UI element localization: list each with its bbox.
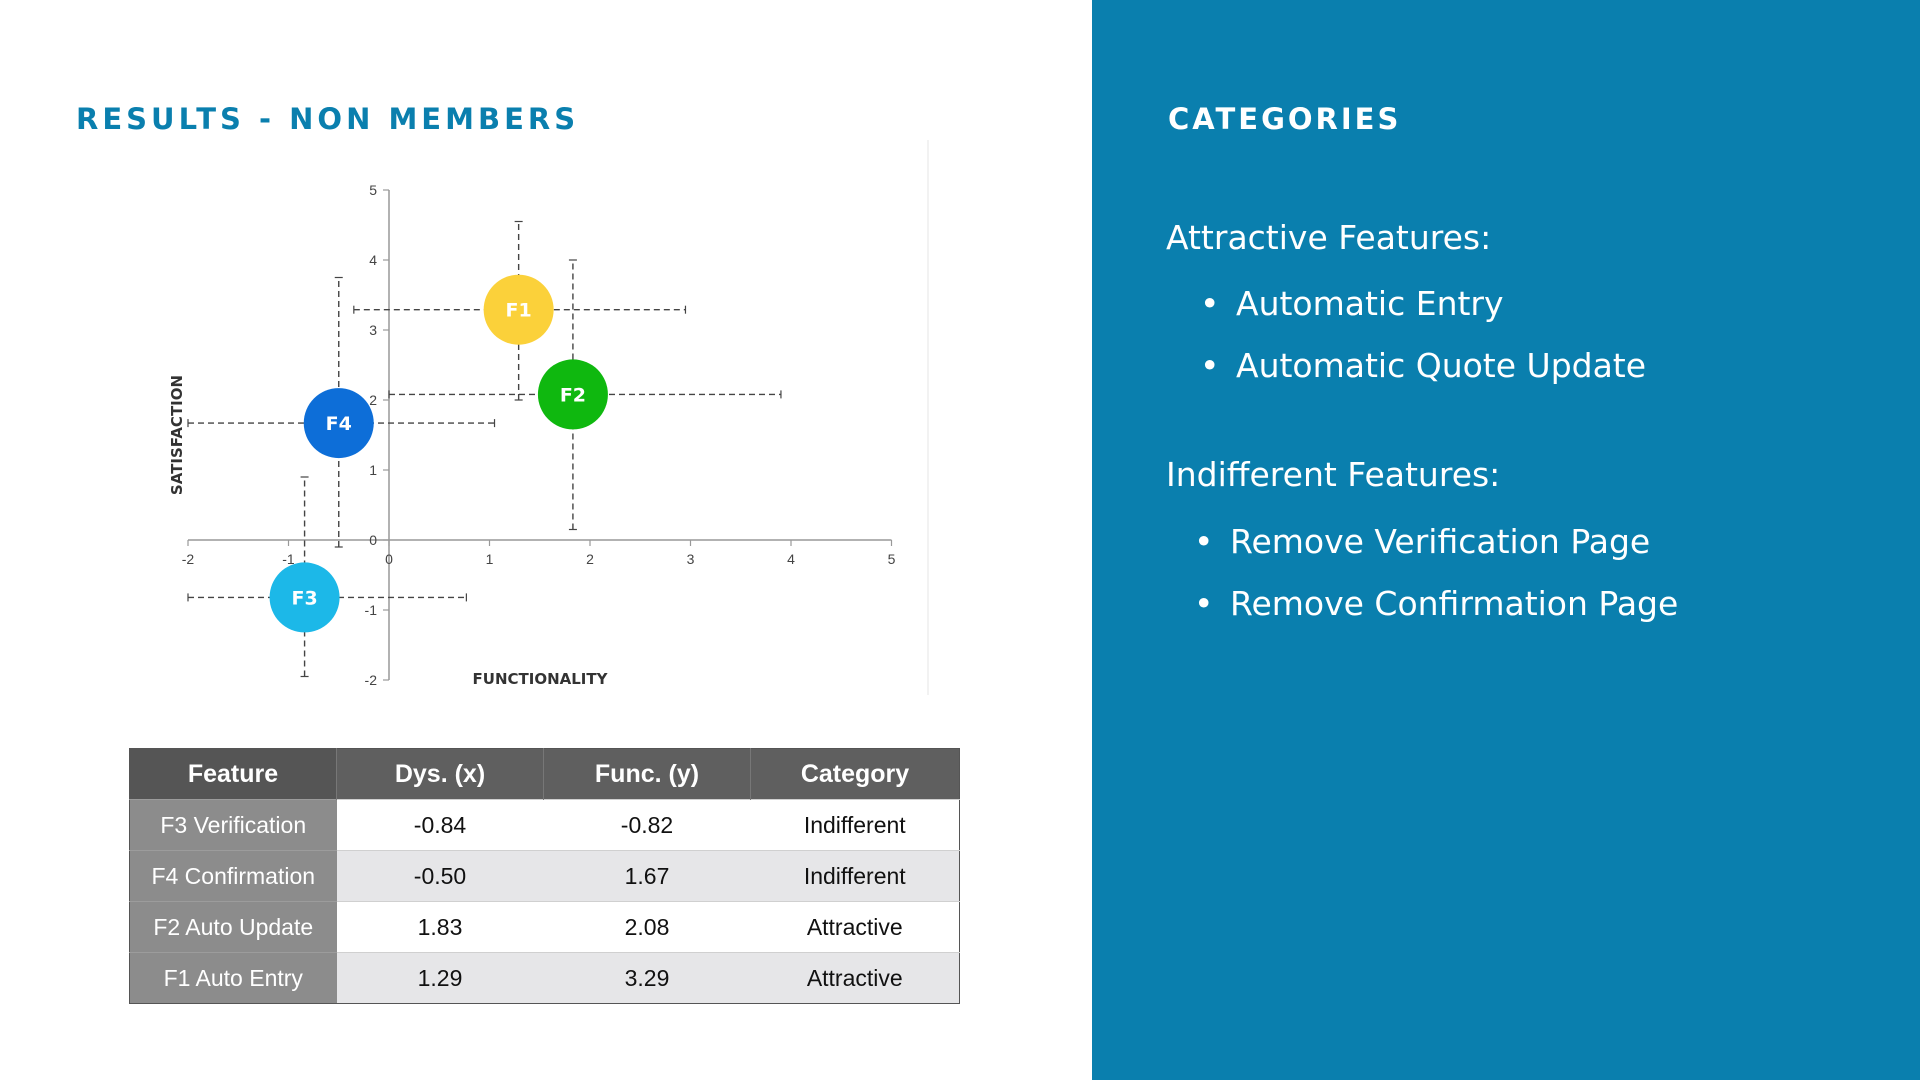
data-point-label: F1 xyxy=(506,300,532,322)
feature-cell: F4 Confirmation xyxy=(129,850,337,902)
y-axis-label: SATISFACTION xyxy=(168,375,186,495)
table-row: F2 Auto Update 1.83 2.08 Attractive xyxy=(129,901,960,953)
x-axis-label: FUNCTIONALITY xyxy=(473,670,609,688)
results-table: Feature Dys. (x) Func. (y) Category F3 V… xyxy=(129,748,960,1004)
data-point-f1 xyxy=(483,274,554,345)
category-cell: Attractive xyxy=(750,952,960,1004)
func-cell: 3.29 xyxy=(543,952,751,1004)
y-tick-label: 2 xyxy=(369,392,377,408)
attractive-heading: Attractive Features: xyxy=(1166,218,1492,257)
category-cell: Indifferent xyxy=(750,850,960,902)
chart-svg: -2 -1 0 1 2 3 4 5 -2 -1 0 1 2 3 4 5 F1 F2 F4 F3 FUNCTIONAL… xyxy=(168,140,929,695)
header-feature: Feature xyxy=(129,748,337,800)
data-point-label: F4 xyxy=(326,413,352,435)
axes-layer: -2 -1 0 1 2 3 4 5 -2 -1 0 1 2 3 4 5 xyxy=(182,182,896,688)
x-tick-label: 3 xyxy=(687,551,695,567)
x-tick-label: 1 xyxy=(486,551,494,567)
indifferent-heading: Indifferent Features: xyxy=(1166,455,1501,494)
dys-cell: -0.50 xyxy=(336,850,544,902)
y-tick-label: -1 xyxy=(365,602,378,618)
y-tick-label: 4 xyxy=(369,252,377,268)
data-point-label: F3 xyxy=(291,587,317,609)
func-cell: 1.67 xyxy=(543,850,751,902)
table-header-row: Feature Dys. (x) Func. (y) Category xyxy=(129,748,960,800)
list-item: • Automatic Quote Update xyxy=(1200,346,1646,385)
header-category: Category xyxy=(750,748,960,800)
x-tick-label: 4 xyxy=(787,551,795,567)
x-tick-label: 2 xyxy=(586,551,594,567)
y-tick-label: 3 xyxy=(369,322,377,338)
results-title: RESULTS - NON MEMBERS xyxy=(76,102,580,136)
x-tick-label: -2 xyxy=(182,551,195,567)
list-item: • Remove Confirmation Page xyxy=(1194,584,1678,623)
category-cell: Attractive xyxy=(750,901,960,953)
dys-cell: 1.29 xyxy=(336,952,544,1004)
scatter-chart: -2 -1 0 1 2 3 4 5 -2 -1 0 1 2 3 4 5 F1 F2 F4 F3 FUNCTIONAL… xyxy=(160,140,940,700)
category-cell: Indifferent xyxy=(750,799,960,851)
header-func: Func. (y) xyxy=(543,748,751,800)
points-layer: F1 F2 F4 F3 xyxy=(269,274,608,633)
bullet-icon: • xyxy=(1200,346,1220,385)
x-tick-label: 0 xyxy=(385,551,393,567)
list-item-label: Automatic Entry xyxy=(1236,284,1504,323)
bullet-icon: • xyxy=(1200,284,1220,323)
list-item-label: Remove Confirmation Page xyxy=(1230,584,1679,623)
func-cell: -0.82 xyxy=(543,799,751,851)
func-cell: 2.08 xyxy=(543,901,751,953)
data-point-f4 xyxy=(303,388,374,459)
y-tick-label: 1 xyxy=(369,462,377,478)
list-item-label: Automatic Quote Update xyxy=(1236,346,1647,385)
bullet-icon: • xyxy=(1194,584,1214,623)
header-dys: Dys. (x) xyxy=(336,748,544,800)
table-row: F4 Confirmation -0.50 1.67 Indifferent xyxy=(129,850,960,902)
table-row: F3 Verification -0.84 -0.82 Indifferent xyxy=(129,799,960,851)
table-row: F1 Auto Entry 1.29 3.29 Attractive xyxy=(129,952,960,1004)
list-item: • Automatic Entry xyxy=(1200,284,1504,323)
y-tick-label: 0 xyxy=(369,532,377,548)
list-item-label: Remove Verification Page xyxy=(1230,522,1651,561)
feature-cell: F2 Auto Update xyxy=(129,901,337,953)
dys-cell: 1.83 xyxy=(336,901,544,953)
data-point-f2 xyxy=(537,359,608,430)
y-tick-label: 5 xyxy=(369,182,377,198)
data-point-label: F2 xyxy=(560,384,586,406)
list-item: • Remove Verification Page xyxy=(1194,522,1650,561)
x-tick-label: 5 xyxy=(888,551,896,567)
feature-cell: F3 Verification xyxy=(129,799,337,851)
categories-panel: CATEGORIES Attractive Features: • Automat… xyxy=(1092,0,1920,1080)
y-tick-label: -2 xyxy=(365,672,378,688)
x-tick-label: -1 xyxy=(282,551,295,567)
bullet-icon: • xyxy=(1194,522,1214,561)
dys-cell: -0.84 xyxy=(336,799,544,851)
feature-cell: F1 Auto Entry xyxy=(129,952,337,1004)
data-point-f3 xyxy=(269,562,340,633)
categories-title: CATEGORIES xyxy=(1168,102,1402,136)
